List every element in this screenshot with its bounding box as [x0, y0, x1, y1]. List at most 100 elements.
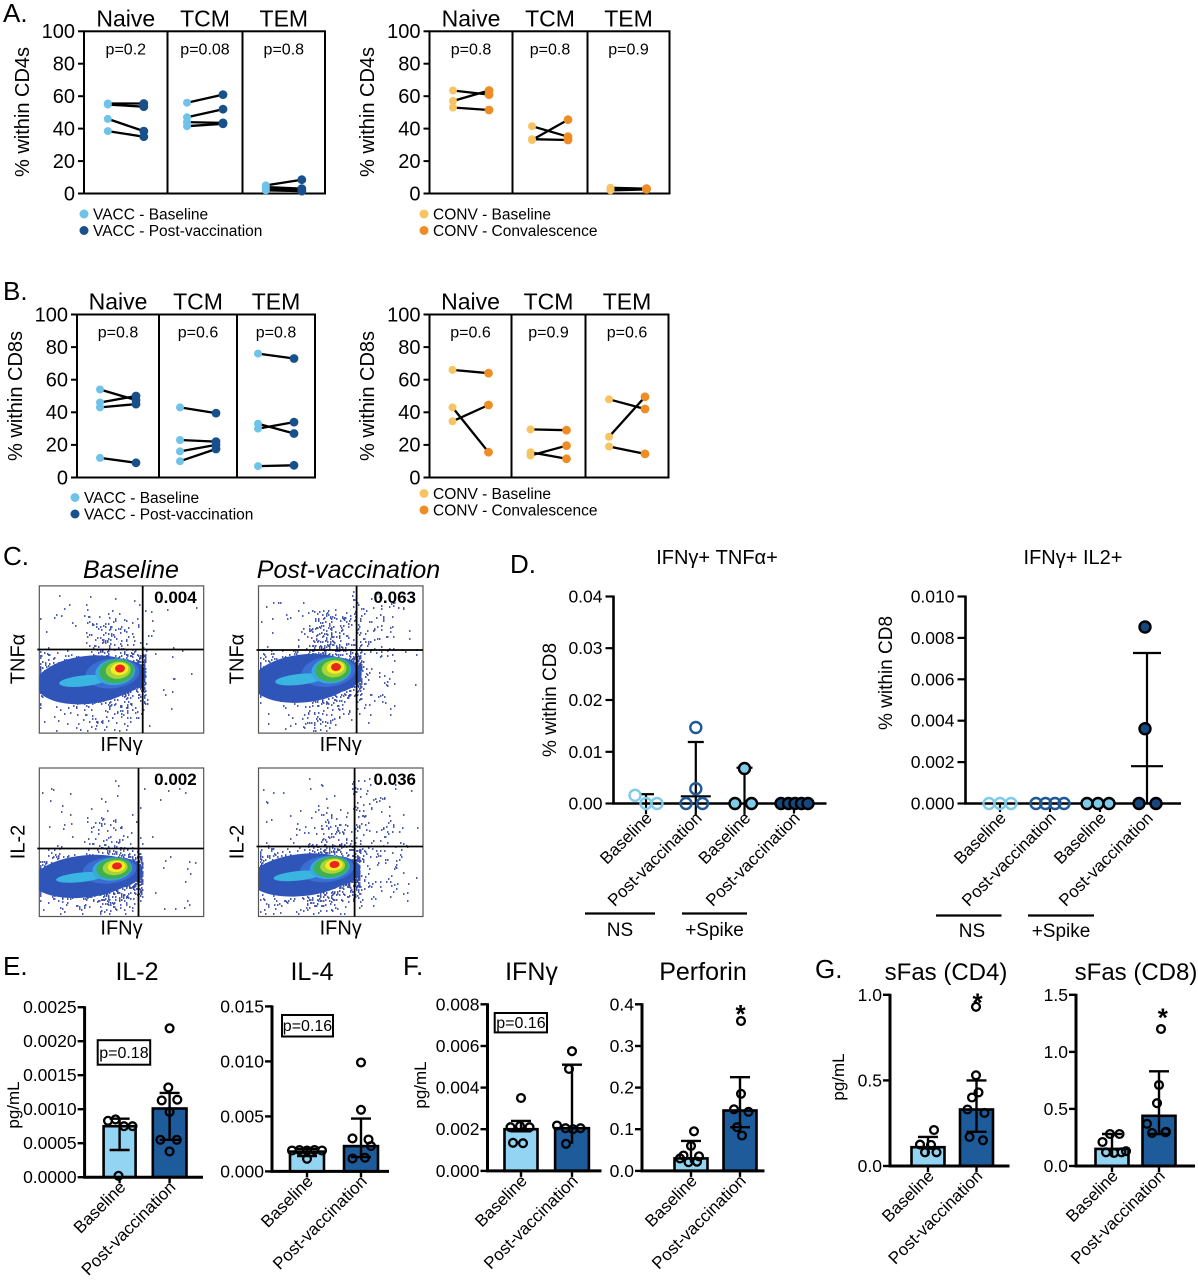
svg-text:100: 100	[387, 304, 420, 326]
svg-text:p=0.8: p=0.8	[98, 325, 139, 342]
svg-text:100: 100	[35, 304, 68, 326]
svg-text:1.0: 1.0	[858, 985, 883, 1005]
svg-text:Naive: Naive	[441, 289, 500, 315]
svg-text:0.006: 0.006	[436, 1036, 480, 1056]
svg-text:CONV - Convalescence: CONV - Convalescence	[433, 223, 598, 240]
svg-text:% within CD4s: % within CD4s	[357, 47, 379, 177]
svg-text:VACC - Baseline: VACC - Baseline	[84, 490, 199, 507]
svg-text:0.03: 0.03	[568, 638, 602, 658]
svg-text:IFNγ: IFNγ	[320, 734, 362, 756]
svg-text:F.: F.	[403, 951, 423, 981]
svg-text:CONV - Baseline: CONV - Baseline	[433, 486, 551, 503]
svg-text:p=0.16: p=0.16	[283, 1018, 332, 1035]
svg-text:p=0.9: p=0.9	[528, 325, 569, 342]
svg-text:80: 80	[398, 337, 420, 359]
svg-text:Baseline: Baseline	[83, 556, 179, 584]
svg-text:p=0.8: p=0.8	[256, 325, 297, 342]
svg-text:% within CD8: % within CD8	[876, 616, 897, 730]
svg-text:p=0.9: p=0.9	[608, 41, 649, 58]
svg-text:p=0.6: p=0.6	[607, 325, 648, 342]
svg-text:80: 80	[53, 54, 75, 76]
svg-text:60: 60	[398, 86, 420, 108]
svg-text:IL-2: IL-2	[227, 825, 249, 859]
svg-text:0.000: 0.000	[436, 1161, 480, 1181]
svg-text:80: 80	[46, 337, 68, 359]
svg-text:IFNγ: IFNγ	[320, 918, 362, 940]
svg-text:Perforin: Perforin	[659, 958, 747, 986]
svg-text:TEM: TEM	[252, 289, 301, 315]
svg-text:p=0.6: p=0.6	[178, 325, 219, 342]
svg-text:p=0.2: p=0.2	[106, 41, 147, 58]
svg-text:0.2: 0.2	[610, 1078, 634, 1098]
svg-text:NS: NS	[959, 921, 985, 942]
svg-text:40: 40	[398, 402, 420, 424]
svg-text:0.008: 0.008	[436, 994, 480, 1014]
svg-text:0.0015: 0.0015	[23, 1065, 77, 1085]
svg-text:Naive: Naive	[96, 5, 155, 31]
svg-text:0.005: 0.005	[220, 1106, 264, 1126]
svg-text:*: *	[972, 988, 983, 1018]
svg-text:0.004: 0.004	[911, 711, 955, 731]
svg-text:0.1: 0.1	[610, 1119, 634, 1139]
svg-text:TCM: TCM	[525, 5, 575, 31]
svg-text:20: 20	[46, 435, 68, 457]
svg-text:*: *	[735, 999, 746, 1029]
svg-text:p=0.6: p=0.6	[450, 325, 491, 342]
svg-text:VACC - Baseline: VACC - Baseline	[93, 207, 208, 224]
svg-text:Naive: Naive	[442, 5, 501, 31]
svg-text:IL-4: IL-4	[290, 958, 333, 986]
svg-text:TEM: TEM	[260, 5, 309, 31]
svg-text:0.5: 0.5	[858, 1070, 882, 1090]
svg-text:0.00: 0.00	[568, 794, 602, 814]
svg-text:IFNγ+ TNFα+: IFNγ+ TNFα+	[656, 547, 778, 569]
svg-text:G.: G.	[815, 954, 842, 984]
svg-text:0.0: 0.0	[610, 1161, 635, 1181]
svg-text:p=0.16: p=0.16	[496, 1015, 545, 1032]
svg-text:TCM: TCM	[524, 289, 574, 315]
svg-text:p=0.18: p=0.18	[99, 1045, 148, 1062]
svg-text:TCM: TCM	[173, 289, 223, 315]
svg-text:% within CD4s: % within CD4s	[12, 47, 34, 177]
svg-text:0.04: 0.04	[568, 587, 602, 607]
svg-text:Naive: Naive	[89, 289, 148, 315]
svg-text:0.01: 0.01	[568, 742, 602, 762]
svg-text:0.0025: 0.0025	[23, 997, 77, 1017]
svg-text:100: 100	[387, 21, 420, 43]
svg-text:TNFα: TNFα	[7, 634, 29, 684]
svg-text:IFNγ: IFNγ	[100, 734, 142, 756]
svg-text:1.0: 1.0	[1044, 1042, 1069, 1062]
svg-text:Post-vaccination: Post-vaccination	[257, 556, 440, 584]
svg-text:0.0020: 0.0020	[23, 1031, 77, 1051]
svg-text:0.010: 0.010	[220, 1051, 264, 1071]
svg-text:0.002: 0.002	[911, 752, 955, 772]
svg-text:IFNγ: IFNγ	[505, 958, 558, 986]
svg-text:0.02: 0.02	[568, 690, 602, 710]
svg-text:80: 80	[398, 54, 420, 76]
svg-text:A.: A.	[3, 0, 28, 28]
svg-text:0.006: 0.006	[911, 669, 955, 689]
svg-text:sFas (CD8): sFas (CD8)	[1075, 959, 1198, 986]
svg-text:pg/mL: pg/mL	[411, 1061, 430, 1108]
svg-text:C.: C.	[3, 541, 29, 571]
svg-text:20: 20	[398, 435, 420, 457]
svg-text:D.: D.	[510, 549, 536, 579]
svg-text:CONV - Convalescence: CONV - Convalescence	[433, 503, 598, 520]
svg-text:TEM: TEM	[604, 5, 653, 31]
svg-text:TNFα: TNFα	[227, 634, 249, 684]
svg-text:TEM: TEM	[603, 289, 652, 315]
svg-text:% within CD8s: % within CD8s	[5, 331, 27, 461]
svg-text:0.0005: 0.0005	[23, 1133, 77, 1153]
svg-text:0.0000: 0.0000	[23, 1167, 77, 1187]
svg-text:0: 0	[409, 467, 420, 489]
svg-text:0.0: 0.0	[1044, 1156, 1069, 1176]
svg-text:20: 20	[398, 151, 420, 173]
svg-text:IL-2: IL-2	[7, 825, 29, 859]
svg-text:0.002: 0.002	[154, 770, 197, 789]
svg-text:0.4: 0.4	[610, 994, 635, 1014]
svg-text:0: 0	[409, 183, 420, 205]
svg-text:% within CD8s: % within CD8s	[357, 331, 379, 461]
svg-text:0.036: 0.036	[373, 770, 416, 789]
svg-text:0.004: 0.004	[154, 588, 197, 607]
svg-text:+Spike: +Spike	[685, 920, 744, 941]
svg-text:TCM: TCM	[180, 5, 230, 31]
